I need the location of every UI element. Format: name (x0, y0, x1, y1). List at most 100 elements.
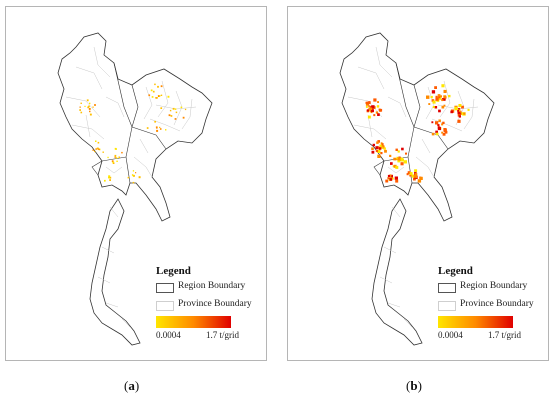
hotspot-cell (400, 157, 403, 160)
hotspot-cell (401, 147, 404, 151)
hotspot-cell (438, 119, 441, 122)
hotspot-cell (132, 170, 135, 172)
hotspot-cell (138, 176, 141, 179)
hotspot-cell (457, 113, 461, 117)
hotspot-cell (80, 102, 82, 104)
province-boundary (157, 80, 169, 118)
hotspot-cell (437, 126, 441, 130)
hotspot-cell (458, 112, 461, 115)
hotspot-cell (381, 143, 384, 146)
hotspot-cell (170, 115, 173, 117)
region-boundary (413, 84, 421, 128)
hotspot-cell (160, 94, 163, 96)
hotspot-cell (89, 113, 92, 116)
hotspot-cell (370, 106, 373, 109)
hotspot-cell (380, 152, 383, 155)
hotspot-cell (377, 154, 381, 158)
hotspot-cell (104, 179, 106, 182)
province-boundary (403, 318, 413, 328)
hotspot-cell (461, 105, 464, 109)
hotspot-cell (174, 118, 177, 120)
hotspot-cell (444, 130, 448, 134)
hotspot-cell (434, 106, 438, 109)
hotspot-cell (448, 94, 451, 98)
hotspot-cell (135, 172, 137, 174)
hotspot-cell (434, 86, 437, 89)
hotspot-cell (92, 149, 94, 151)
caption-a: (a) (124, 378, 140, 393)
hotspot-cell (375, 146, 379, 150)
hotspot-cell (414, 169, 418, 173)
hotspot-cell (437, 124, 440, 127)
hotspot-cell (380, 146, 383, 149)
hotspot-cell (444, 96, 447, 99)
hotspot-cell (174, 108, 177, 110)
hotspot-cell (87, 106, 89, 109)
hotspot-cell (403, 160, 407, 164)
hotspot-cell (111, 160, 114, 163)
hotspot-cell (413, 177, 416, 181)
hotspot-cell (390, 162, 393, 165)
hotspot-cell (159, 128, 162, 130)
hotspot-cell (442, 132, 446, 136)
hotspot-cell (371, 105, 375, 109)
region-boundary (91, 160, 103, 176)
hotspot-cell (458, 104, 462, 108)
map-panel-b: Legend Region Boundary Province Boundary… (287, 6, 549, 361)
province-boundary (121, 318, 131, 328)
province-boundary (387, 96, 407, 118)
hotspot-cell (409, 174, 412, 177)
hotspot-cell (107, 156, 109, 159)
map-panel-a: Legend Region Boundary Province Boundary… (5, 6, 267, 361)
hotspot-cell (377, 113, 380, 116)
hotspot-cell (458, 110, 462, 114)
hotspot-cell (159, 95, 161, 97)
hotspot-cell (114, 147, 117, 150)
hotspot-cell (450, 110, 453, 114)
hotspot-cell (88, 108, 91, 110)
hotspot-cell (154, 120, 156, 123)
hotspot-cell (467, 108, 470, 111)
hotspot-cell (116, 160, 118, 162)
caption-b: (b) (406, 378, 422, 393)
hotspot-cell (390, 174, 393, 178)
hotspot-cell (377, 140, 380, 143)
hotspot-cell (457, 119, 461, 123)
hotspot-cell (371, 150, 375, 154)
hotspot-cell (369, 110, 372, 113)
hotspot-cell (458, 115, 461, 118)
caption-letter: b (410, 378, 418, 393)
region-boundary (131, 126, 167, 150)
region-boundary (131, 84, 139, 128)
hotspot-cell (379, 144, 382, 147)
hotspot-cell (431, 121, 434, 124)
hotspot-cell (365, 106, 368, 108)
hotspot-cell (371, 147, 374, 150)
hotspot-cell (395, 148, 398, 151)
region-boundary (373, 160, 385, 176)
province-boundary (105, 302, 119, 308)
hotspot-cell (441, 84, 445, 88)
hotspot-cell (167, 95, 170, 98)
hotspot-cell (406, 173, 409, 176)
hotspot-cell (400, 162, 404, 166)
province-boundary (387, 302, 401, 308)
hotspot-cell (156, 127, 158, 129)
hotspot-cell (159, 126, 161, 128)
hotspot-cell (411, 174, 415, 178)
hotspot-cell (114, 154, 117, 157)
hotspot-cell (383, 147, 386, 150)
hotspot-cell (419, 176, 423, 180)
region-boundary (407, 156, 413, 184)
hotspot-cell (441, 131, 444, 134)
province-boundary (425, 86, 435, 120)
hotspot-cell (405, 152, 407, 155)
hotspot-cell (168, 114, 171, 117)
province-boundary (415, 156, 435, 178)
hotspot-cell (376, 141, 379, 144)
hotspot-cell (432, 106, 435, 108)
province-boundary (391, 206, 401, 218)
hotspot-cell (441, 105, 445, 109)
hotspot-cell (397, 150, 400, 153)
province-boundary (379, 276, 393, 284)
